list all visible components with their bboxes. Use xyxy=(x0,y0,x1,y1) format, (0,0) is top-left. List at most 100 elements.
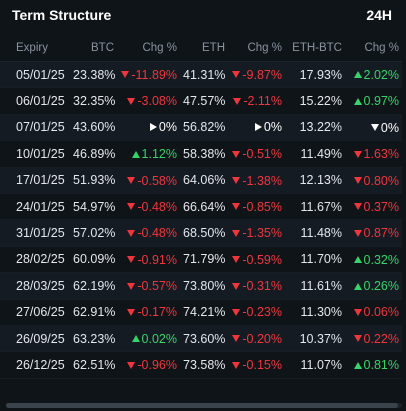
down-arrow-icon xyxy=(353,308,362,316)
down-arrow-icon xyxy=(232,361,241,369)
expiry-cell: 27/06/25 xyxy=(0,299,70,326)
right-arrow-icon xyxy=(254,123,262,132)
expiry-cell: 10/01/25 xyxy=(0,140,70,168)
down-arrow-icon xyxy=(353,335,362,343)
eth-change-cell: -9.87% xyxy=(228,61,285,89)
down-arrow-icon xyxy=(353,203,362,211)
btc-change-cell-text: 0% xyxy=(158,120,177,135)
panel-title: Term Structure xyxy=(12,7,112,23)
right-arrow-icon xyxy=(149,123,157,132)
eth-change-cell-value: -1.35% xyxy=(232,226,282,240)
eth-change-cell-text: -0.20% xyxy=(242,331,282,346)
eth-change-cell-text: -0.15% xyxy=(242,358,282,373)
eth-change-cell: -1.35% xyxy=(228,219,285,247)
table-row[interactable]: 06/01/25 32.35% -3.08% 47.57% -2.11% 15.22% 0.… xyxy=(0,87,402,115)
horizontal-scrollbar[interactable] xyxy=(6,403,402,408)
btc-change-cell: -0.48% xyxy=(117,219,180,247)
ethbtc-change-cell: 0.81% xyxy=(345,351,402,379)
ethbtc-change-cell: 0.80% xyxy=(345,167,402,194)
column-header-eth[interactable]: ETH xyxy=(180,35,228,62)
table-row[interactable]: 17/01/25 51.93% -0.58% 64.06% -1.38% 12.13% 0.… xyxy=(0,167,402,194)
btc-change-cell: 1.12% xyxy=(117,140,180,168)
ethbtc-change-cell-value: 0.22% xyxy=(353,332,399,346)
ethbtc-change-cell: 0.06% xyxy=(345,299,402,326)
column-header-ethbtc[interactable]: ETH-BTC xyxy=(285,35,345,62)
down-arrow-icon xyxy=(232,150,241,158)
eth-change-cell: -0.15% xyxy=(228,351,285,379)
eth-iv-cell: 73.58% xyxy=(180,351,228,379)
btc-iv-cell: 62.91% xyxy=(70,299,117,326)
btc-change-cell-text: -0.17% xyxy=(137,305,177,320)
btc-iv-cell: 32.35% xyxy=(70,87,117,115)
eth-iv-cell: 47.57% xyxy=(180,87,228,115)
ethbtc-change-cell: 2.02% xyxy=(345,61,402,89)
ethbtc-change-cell-value: 0.87% xyxy=(353,226,399,240)
down-arrow-icon xyxy=(127,97,136,105)
table-row[interactable]: 26/12/25 62.51% -0.96% 73.58% -0.15% 11.07% 0.… xyxy=(0,351,402,379)
eth-change-cell: -0.23% xyxy=(228,299,285,326)
ethbtc-spread-cell: 10.37% xyxy=(285,325,345,353)
table-row[interactable]: 05/01/25 23.38% -11.89% 41.31% -9.87% 17.93% 2… xyxy=(0,61,402,89)
down-arrow-icon xyxy=(232,203,241,211)
ethbtc-spread-cell: 11.49% xyxy=(285,140,345,168)
table-row[interactable]: 28/02/25 60.09% -0.91% 71.79% -0.59% 11.70% 0.… xyxy=(0,246,402,274)
eth-change-cell-value: -9.87% xyxy=(232,68,282,82)
column-header-eth-change[interactable]: Chg % xyxy=(228,35,285,62)
btc-change-cell-value: -0.48% xyxy=(127,200,177,214)
column-header-btc-change[interactable]: Chg % xyxy=(117,35,180,62)
table-row[interactable]: 07/01/25 43.60% 0% 56.82% 0% 13.22% 0% xyxy=(0,114,402,142)
eth-change-cell-value: -0.85% xyxy=(232,200,282,214)
ethbtc-change-cell-text: 0% xyxy=(380,120,399,135)
table-row[interactable]: 28/03/25 62.19% -0.57% 73.80% -0.31% 11.61% 0.… xyxy=(0,272,402,300)
btc-change-cell-value: -3.08% xyxy=(127,94,177,108)
table-row[interactable]: 10/01/25 46.89% 1.12% 58.38% -0.51% 11.49% 1.6… xyxy=(0,140,402,168)
ethbtc-change-cell-value: 0.26% xyxy=(353,279,399,293)
btc-change-cell: 0% xyxy=(117,114,180,142)
ethbtc-spread-cell: 11.30% xyxy=(285,299,345,326)
expiry-cell: 28/03/25 xyxy=(0,272,70,300)
table-row[interactable]: 24/01/25 54.97% -0.48% 66.64% -0.85% 11.67% 0.… xyxy=(0,193,402,221)
column-header-btc[interactable]: BTC xyxy=(70,35,117,62)
btc-change-cell-text: -0.58% xyxy=(137,173,177,188)
column-header-ethbtc-change[interactable]: Chg % xyxy=(345,35,402,62)
btc-change-cell-value: 0.02% xyxy=(131,332,177,346)
btc-change-cell-value: -0.48% xyxy=(127,226,177,240)
down-arrow-icon xyxy=(127,282,136,290)
expiry-cell: 28/02/25 xyxy=(0,246,70,274)
eth-change-cell: 0% xyxy=(228,114,285,142)
table-row[interactable]: 27/06/25 62.91% -0.17% 74.21% -0.23% 11.30% 0.… xyxy=(0,299,402,326)
btc-iv-cell: 63.23% xyxy=(70,325,117,353)
scrollbar-thumb[interactable] xyxy=(6,403,399,408)
down-arrow-icon xyxy=(232,256,241,264)
eth-iv-cell: 41.31% xyxy=(180,61,228,89)
eth-change-cell-value: -2.11% xyxy=(233,94,282,108)
column-header-expiry[interactable]: Expiry xyxy=(0,35,70,62)
ethbtc-change-cell: 0.22% xyxy=(345,325,402,353)
table-header: Expiry BTC Chg % ETH Chg % ETH-BTC Chg % xyxy=(0,35,402,62)
eth-change-cell-text: 0% xyxy=(263,120,282,135)
btc-change-cell: -11.89% xyxy=(117,61,180,89)
eth-iv-cell: 58.38% xyxy=(180,140,228,168)
btc-change-cell-value: -11.89% xyxy=(121,68,177,82)
ethbtc-change-cell-value: 0.97% xyxy=(353,94,399,108)
eth-iv-cell: 66.64% xyxy=(180,193,228,221)
eth-change-cell-text: -0.31% xyxy=(242,279,282,294)
btc-change-cell-text: -0.91% xyxy=(137,252,177,267)
table-row[interactable]: 26/09/25 63.23% 0.02% 73.60% -0.20% 10.37% 0.2… xyxy=(0,325,402,353)
up-arrow-icon xyxy=(131,150,140,158)
ethbtc-change-cell: 0.87% xyxy=(345,219,402,247)
table-row[interactable]: 31/01/25 57.02% -0.48% 68.50% -1.35% 11.48% 0.… xyxy=(0,219,402,247)
ethbtc-change-cell-text: 0.06% xyxy=(363,305,399,320)
up-arrow-icon xyxy=(353,256,362,264)
btc-change-cell: -0.17% xyxy=(117,299,180,326)
expiry-cell: 05/01/25 xyxy=(0,61,70,89)
down-arrow-icon xyxy=(127,177,136,184)
period-selector[interactable]: 24H xyxy=(366,7,392,23)
down-arrow-icon xyxy=(353,150,362,158)
up-arrow-icon xyxy=(353,71,362,79)
down-arrow-icon xyxy=(233,97,242,105)
ethbtc-change-cell-value: 0.80% xyxy=(353,174,399,188)
panel-header: Term Structure 24H xyxy=(0,0,406,30)
ethbtc-change-cell-text: 0.32% xyxy=(363,252,399,267)
btc-change-cell: 0.02% xyxy=(117,325,180,353)
